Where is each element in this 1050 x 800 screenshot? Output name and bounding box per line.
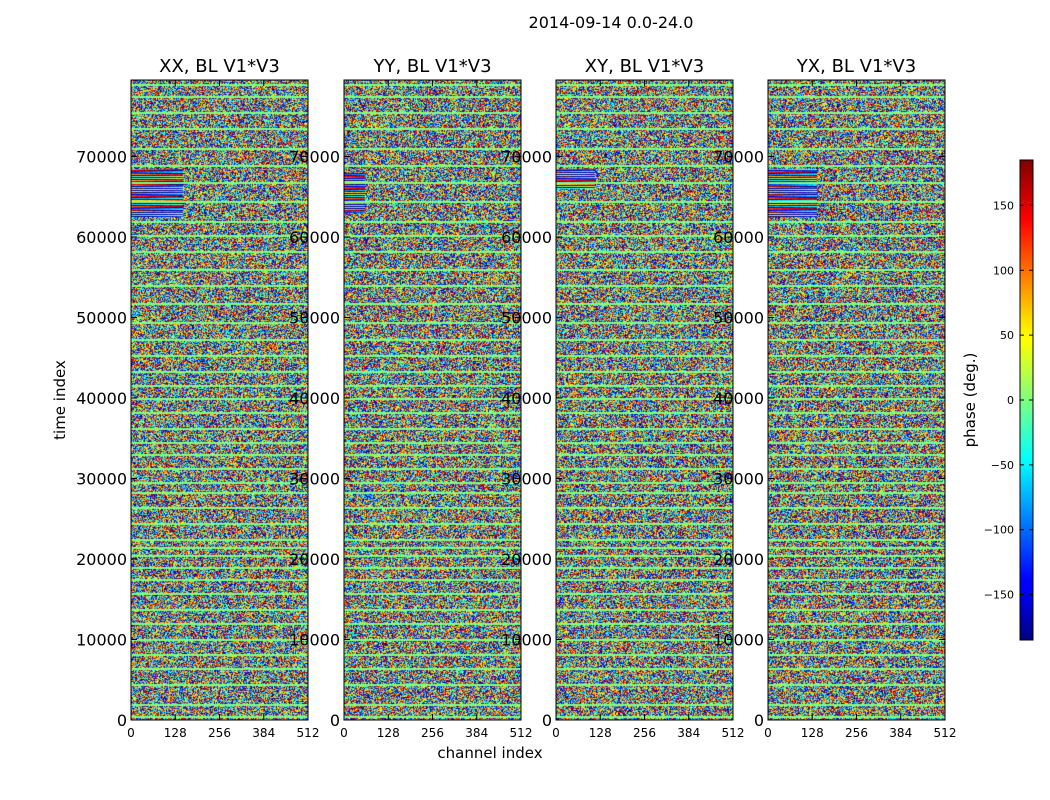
panel-title: XX, BL V1*V3 [159, 56, 280, 77]
heatmap-panel: YX, BL V1*V3 0 128 256 384 512 0 10000 20000 3000… [713, 56, 956, 740]
x-tick-label: 256 [845, 726, 868, 740]
colorbar-ticks: −150 −100 −50 0 50 100 150 [984, 199, 1033, 602]
heatmap-image [768, 80, 945, 720]
figure-suptitle: 2014-09-14 0.0-24.0 [529, 13, 694, 32]
y-tick-label: 0 [330, 711, 340, 730]
y-tick-label: 10000 [501, 630, 552, 649]
y-tick-label: 60000 [713, 228, 764, 247]
y-tick-label: 70000 [289, 147, 340, 166]
y-tick-label: 30000 [76, 469, 127, 488]
y-tick-label: 60000 [289, 228, 340, 247]
y-tick-label: 60000 [501, 228, 552, 247]
colorbar-tick-label: −150 [984, 589, 1014, 602]
y-tick-label: 10000 [76, 630, 127, 649]
y-tick-label: 20000 [76, 550, 127, 569]
x-axis-label: channel index [437, 744, 542, 762]
x-tick-label: 512 [297, 726, 320, 740]
y-tick-label: 0 [542, 711, 552, 730]
y-tick-label: 70000 [76, 147, 127, 166]
y-tick-label: 10000 [289, 630, 340, 649]
panel-title: YX, BL V1*V3 [796, 56, 916, 77]
colorbar-tick-label: 50 [1000, 329, 1014, 342]
x-tick-label: 256 [421, 726, 444, 740]
x-tick-label: 128 [164, 726, 187, 740]
y-tick-label: 10000 [713, 630, 764, 649]
heatmap-image [131, 80, 308, 720]
x-tick-label: 0 [127, 726, 135, 740]
colorbar-tick-label: 150 [993, 199, 1014, 212]
y-tick-label: 30000 [501, 469, 552, 488]
colorbar: −150 −100 −50 0 50 100 150 phase (deg.) [961, 159, 1034, 641]
heatmap-panel: XY, BL V1*V3 0 128 256 384 512 0 10000 20000 3000… [501, 56, 744, 740]
y-tick-label: 40000 [76, 389, 127, 408]
y-tick-label: 30000 [713, 469, 764, 488]
x-tick-label: 128 [801, 726, 824, 740]
heatmap-panel: XX, BL V1*V3 0 128 256 384 512 0 10000 20000 3000… [76, 56, 319, 740]
colorbar-label: phase (deg.) [961, 353, 979, 448]
y-tick-label: 40000 [289, 389, 340, 408]
x-tick-label: 512 [722, 726, 745, 740]
x-tick-label: 384 [677, 726, 700, 740]
y-tick-label: 50000 [76, 308, 127, 327]
x-tick-label: 128 [377, 726, 400, 740]
x-tick-label: 0 [340, 726, 348, 740]
y-tick-label: 20000 [501, 550, 552, 569]
x-tick-label: 512 [934, 726, 957, 740]
x-tick-label: 256 [208, 726, 231, 740]
x-tick-label: 0 [764, 726, 772, 740]
heatmap-image [344, 80, 521, 720]
x-tick-label: 384 [252, 726, 275, 740]
x-tick-label: 0 [552, 726, 560, 740]
y-tick-label: 0 [117, 711, 127, 730]
colorbar-tick-label: 100 [993, 264, 1014, 277]
panel-title: XY, BL V1*V3 [585, 56, 704, 77]
y-tick-label: 40000 [501, 389, 552, 408]
x-tick-label: 256 [633, 726, 656, 740]
x-tick-label: 128 [589, 726, 612, 740]
x-tick-label: 384 [465, 726, 488, 740]
y-tick-label: 70000 [501, 147, 552, 166]
y-tick-label: 60000 [76, 228, 127, 247]
y-tick-label: 30000 [289, 469, 340, 488]
colorbar-tick-label: −50 [991, 459, 1014, 472]
heatmap-image [556, 80, 733, 720]
y-tick-label: 0 [754, 711, 764, 730]
y-tick-label: 20000 [289, 550, 340, 569]
panel-title: YY, BL V1*V3 [372, 56, 491, 77]
y-tick-label: 20000 [713, 550, 764, 569]
x-tick-label: 512 [510, 726, 533, 740]
y-axis-label: time index [51, 360, 69, 440]
y-tick-label: 40000 [713, 389, 764, 408]
colorbar-tick-label: −100 [984, 524, 1014, 537]
y-tick-label: 70000 [713, 147, 764, 166]
y-tick-label: 50000 [501, 308, 552, 327]
heatmap-panels: XX, BL V1*V3 0 128 256 384 512 0 10000 20000 3000… [76, 56, 956, 740]
heatmap-panel: YY, BL V1*V3 0 128 256 384 512 0 10000 20000 3000… [289, 56, 532, 740]
colorbar-tick-label: 0 [1007, 394, 1014, 407]
y-tick-label: 50000 [289, 308, 340, 327]
y-tick-label: 50000 [713, 308, 764, 327]
x-tick-label: 384 [889, 726, 912, 740]
